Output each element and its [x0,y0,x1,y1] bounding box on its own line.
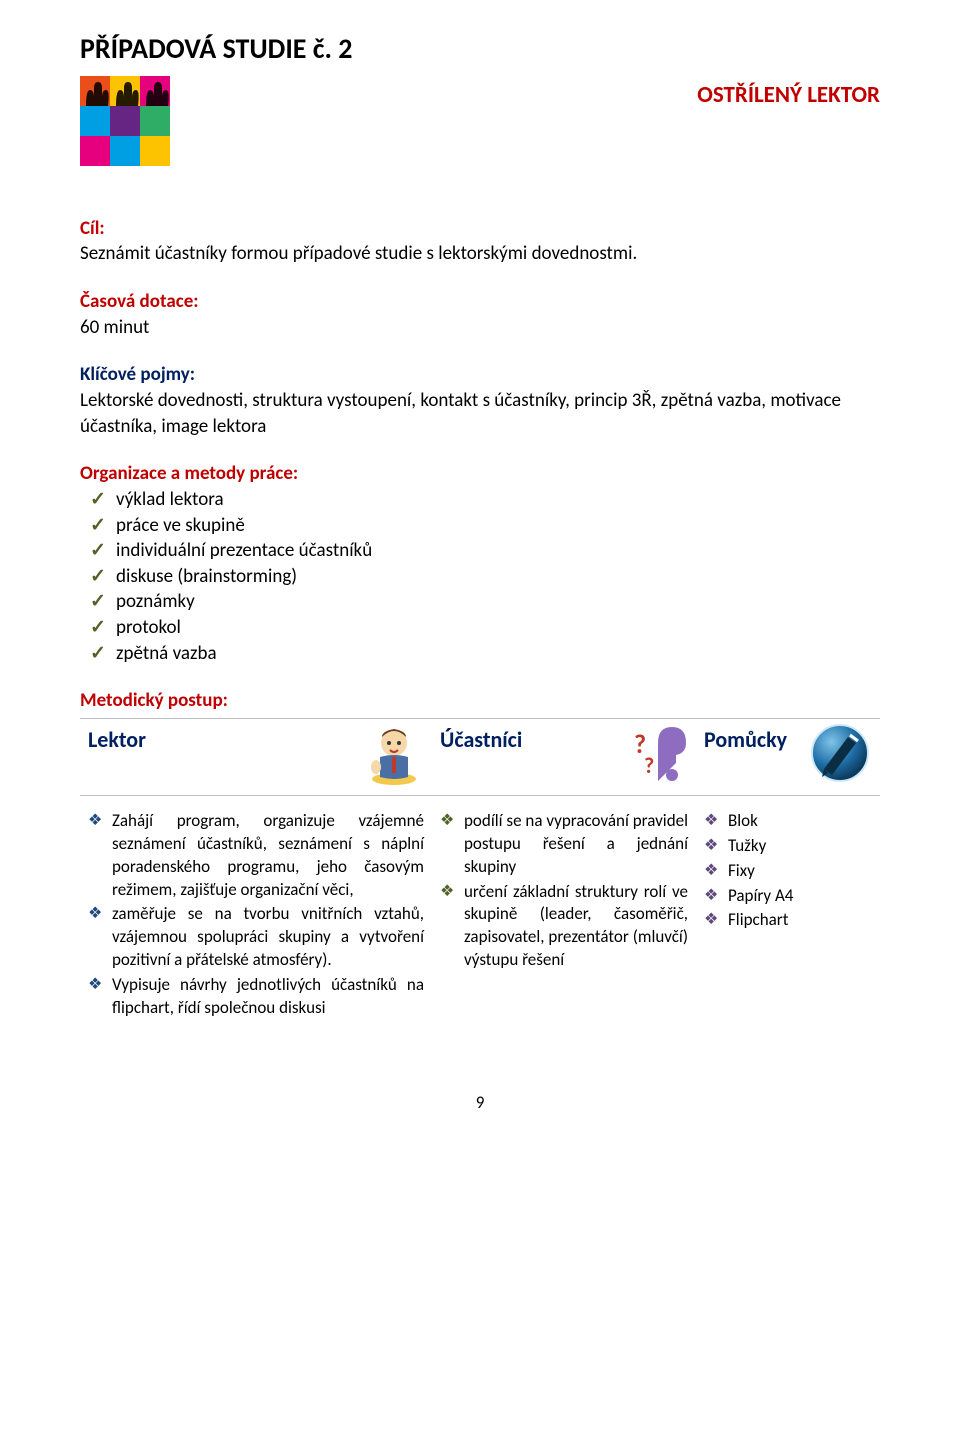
cil-label: Cíl: [80,217,105,240]
td-ucastnici: podílí se na vypracování pravidel postup… [432,795,696,1032]
klicove-text: Lektorské dovednosti, struktura vystoupe… [80,389,841,438]
subtitle: OSTŘÍLENÝ LEKTOR [697,80,880,111]
organizace-item: práce ve skupině [116,513,880,539]
cil-section: Cíl: Seznámit účastníky formou případové… [80,216,880,267]
td-lektor: Zahájí program, organizuje vzájemné sezn… [80,795,432,1032]
list-item: Vypisuje návrhy jednotlivých účastníků n… [88,974,424,1020]
list-item: Tužky [704,835,872,858]
organizace-item: výklad lektora [116,487,880,513]
pomucky-list: BlokTužkyFixyPapíry A4Flipchart [704,810,872,933]
pen-disc-icon [810,723,870,791]
organizace-item: diskuse (brainstorming) [116,564,880,590]
page-number: 9 [80,1092,880,1115]
method-table: Lektor Účastníci [80,718,880,1032]
list-item: Zahájí program, organizuje vzájemné sezn… [88,810,424,902]
casova-label: Časová dotace: [80,290,199,313]
organizace-item: zpětná vazba [116,641,880,667]
casova-text: 60 minut [80,316,149,339]
page-title: PŘÍPADOVÁ STUDIE č. 2 [80,30,880,68]
question-person-icon: ? ? [624,723,686,795]
colorful-hands-image [80,76,170,166]
lektor-list: Zahájí program, organizuje vzájemné sezn… [88,810,424,1020]
list-item: určení základní struktury rolí ve skupin… [440,881,688,973]
klicove-section: Klíčové pojmy: Lektorské dovednosti, str… [80,362,880,439]
organizace-item: poznámky [116,589,880,615]
lecturer-icon [366,723,422,795]
svg-text:?: ? [644,752,654,779]
organizace-section: Organizace a metody práce: výklad lektor… [80,461,880,666]
list-item: Papíry A4 [704,885,872,908]
list-item: Blok [704,810,872,833]
organizace-item: protokol [116,615,880,641]
subtitle-row: OSTŘÍLENÝ LEKTOR [80,76,880,166]
ucastnici-list: podílí se na vypracování pravidel postup… [440,810,688,973]
th-lektor: Lektor [80,719,432,796]
th-pomucky: Pomůcky [696,719,880,796]
casova-section: Časová dotace: 60 minut [80,289,880,340]
cil-text: Seznámit účastníky formou případové stud… [80,242,637,265]
organizace-label: Organizace a metody práce: [80,462,298,485]
list-item: Flipchart [704,909,872,932]
list-item: podílí se na vypracování pravidel postup… [440,810,688,879]
organizace-item: individuální prezentace účastníků [116,538,880,564]
metodicky-label: Metodický postup: [80,689,228,712]
th-ucastnici: Účastníci ? ? [432,719,696,796]
list-item: Fixy [704,860,872,883]
td-pomucky: BlokTužkyFixyPapíry A4Flipchart [696,795,880,1032]
klicove-label: Klíčové pojmy: [80,363,195,386]
metodicky-section: Metodický postup: [80,688,880,714]
organizace-list: výklad lektorapráce ve skupiněindividuál… [80,487,880,666]
list-item: zaměřuje se na tvorbu vnitřních vztahů, … [88,903,424,972]
